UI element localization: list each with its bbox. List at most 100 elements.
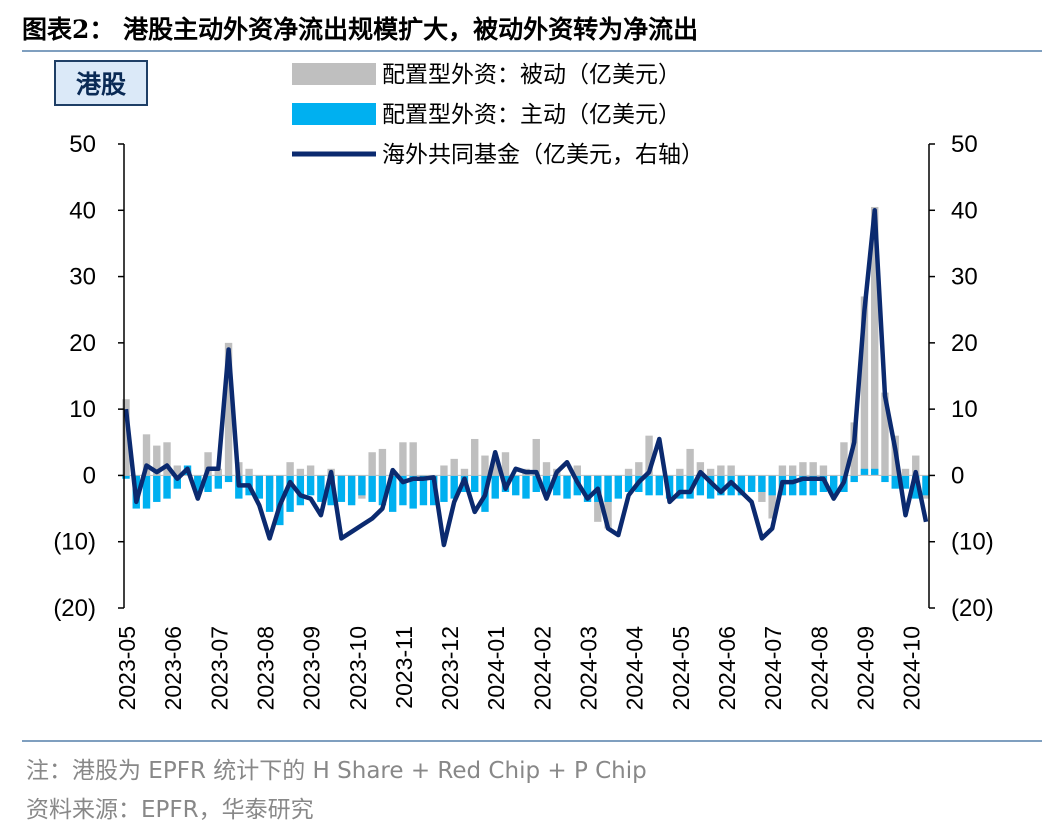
active-bar bbox=[532, 475, 540, 492]
legend-label: 配置型外资：被动（亿美元） bbox=[382, 62, 681, 88]
x-tick-label: 2024-01 bbox=[483, 626, 509, 710]
active-bar bbox=[860, 468, 869, 476]
passive-bar bbox=[296, 468, 305, 476]
source-note: 资料来源：EPFR，华泰研究 bbox=[26, 797, 314, 823]
active-bar bbox=[347, 475, 356, 506]
legend-label: 配置型外资：主动（亿美元） bbox=[382, 102, 681, 128]
passive-bar bbox=[912, 455, 920, 476]
active-bar bbox=[737, 475, 746, 496]
active-bar bbox=[655, 475, 664, 496]
active-bar bbox=[717, 475, 725, 496]
x-tick-label: 2023-12 bbox=[437, 626, 463, 710]
legend-swatch bbox=[292, 103, 376, 125]
active-bar bbox=[440, 475, 448, 502]
active-bar bbox=[153, 475, 161, 502]
passive-bar bbox=[635, 462, 643, 476]
x-tick-label: 2023-10 bbox=[345, 626, 371, 710]
passive-bar bbox=[686, 448, 694, 476]
footnote: 注：港股为 EPFR 统计下的 H Share + Red Chip + P C… bbox=[26, 758, 647, 784]
active-bar bbox=[265, 475, 274, 512]
legend-label: 海外共同基金（亿美元，右轴） bbox=[382, 142, 704, 168]
passive-bar bbox=[676, 468, 684, 476]
left-tick-label: (10) bbox=[53, 529, 96, 556]
x-tick-label: 2023-11 bbox=[391, 626, 417, 709]
active-bar bbox=[163, 475, 171, 499]
passive-bar bbox=[727, 465, 735, 476]
left-tick-label: (20) bbox=[53, 595, 96, 622]
passive-bar bbox=[717, 465, 725, 476]
active-bar bbox=[419, 475, 428, 506]
active-bar bbox=[122, 475, 130, 479]
active-bar bbox=[173, 475, 181, 489]
active-bar bbox=[696, 475, 705, 496]
passive-bar bbox=[204, 452, 212, 476]
right-tick-label: (20) bbox=[951, 595, 994, 622]
passive-bar bbox=[624, 468, 633, 476]
passive-bar bbox=[799, 462, 807, 476]
active-bar bbox=[204, 475, 212, 492]
right-tick-label: 10 bbox=[951, 396, 978, 423]
right-tick-label: 30 bbox=[951, 264, 978, 291]
passive-bar bbox=[819, 465, 828, 476]
passive-bar bbox=[224, 342, 233, 476]
right-tick-label: 0 bbox=[951, 462, 964, 489]
active-bar bbox=[553, 475, 561, 496]
active-bar bbox=[624, 475, 633, 492]
active-bar bbox=[399, 475, 407, 506]
active-bar bbox=[214, 475, 222, 489]
x-tick-label: 2024-04 bbox=[622, 626, 648, 711]
passive-bar bbox=[460, 468, 469, 476]
active-bar bbox=[819, 475, 828, 492]
passive-bar bbox=[153, 445, 161, 476]
passive-bar bbox=[871, 206, 879, 476]
left-tick-label: 0 bbox=[83, 462, 96, 489]
x-tick-label: 2024-06 bbox=[714, 626, 740, 710]
active-bar bbox=[337, 475, 346, 502]
footer-rule bbox=[22, 740, 1042, 742]
passive-bar bbox=[368, 452, 376, 476]
active-bar bbox=[758, 475, 766, 492]
passive-bar bbox=[286, 462, 294, 476]
active-bar bbox=[194, 475, 202, 492]
passive-bar bbox=[173, 465, 181, 476]
active-bar bbox=[409, 475, 417, 509]
right-axis: 50 40 30 20 10 0 (10) (20) bbox=[929, 131, 994, 622]
passive-bar bbox=[214, 468, 222, 476]
active-bar bbox=[358, 475, 366, 496]
active-bar bbox=[871, 468, 879, 476]
x-tick-label: 2024-08 bbox=[806, 626, 832, 710]
passive-bar bbox=[881, 392, 889, 476]
x-tick-label: 2023-06 bbox=[160, 626, 186, 710]
passive-bar bbox=[840, 442, 848, 476]
x-tick-label: 2023-05 bbox=[114, 626, 140, 710]
passive-bar bbox=[542, 462, 551, 476]
active-bar bbox=[686, 475, 694, 499]
passive-bar bbox=[142, 434, 151, 476]
x-tick-label: 2024-02 bbox=[529, 626, 555, 710]
active-bar bbox=[676, 475, 684, 499]
right-tick-label: 20 bbox=[951, 330, 978, 357]
active-bar bbox=[306, 475, 315, 496]
passive-bar bbox=[163, 442, 171, 476]
x-axis: 2023-05 2023-06 2023-07 2023-08 2023-09 2023-… bbox=[114, 626, 925, 711]
active-bar bbox=[583, 475, 592, 502]
active-bar bbox=[799, 475, 807, 496]
passive-bar bbox=[409, 442, 417, 476]
passive-bar bbox=[481, 455, 489, 476]
active-bar bbox=[727, 475, 735, 496]
active-bar bbox=[614, 475, 622, 499]
left-tick-label: 10 bbox=[69, 396, 96, 423]
x-tick-label: 2024-05 bbox=[668, 626, 694, 710]
passive-bar bbox=[399, 442, 407, 476]
passive-bar bbox=[645, 435, 653, 476]
passive-bar bbox=[440, 465, 448, 476]
active-bar bbox=[706, 475, 715, 499]
passive-bar bbox=[573, 465, 581, 476]
passive-bar bbox=[245, 468, 253, 476]
active-bar bbox=[901, 475, 910, 489]
active-bar bbox=[512, 475, 520, 496]
active-bar bbox=[378, 475, 387, 506]
active-bar bbox=[645, 475, 653, 496]
active-bar bbox=[850, 475, 858, 483]
